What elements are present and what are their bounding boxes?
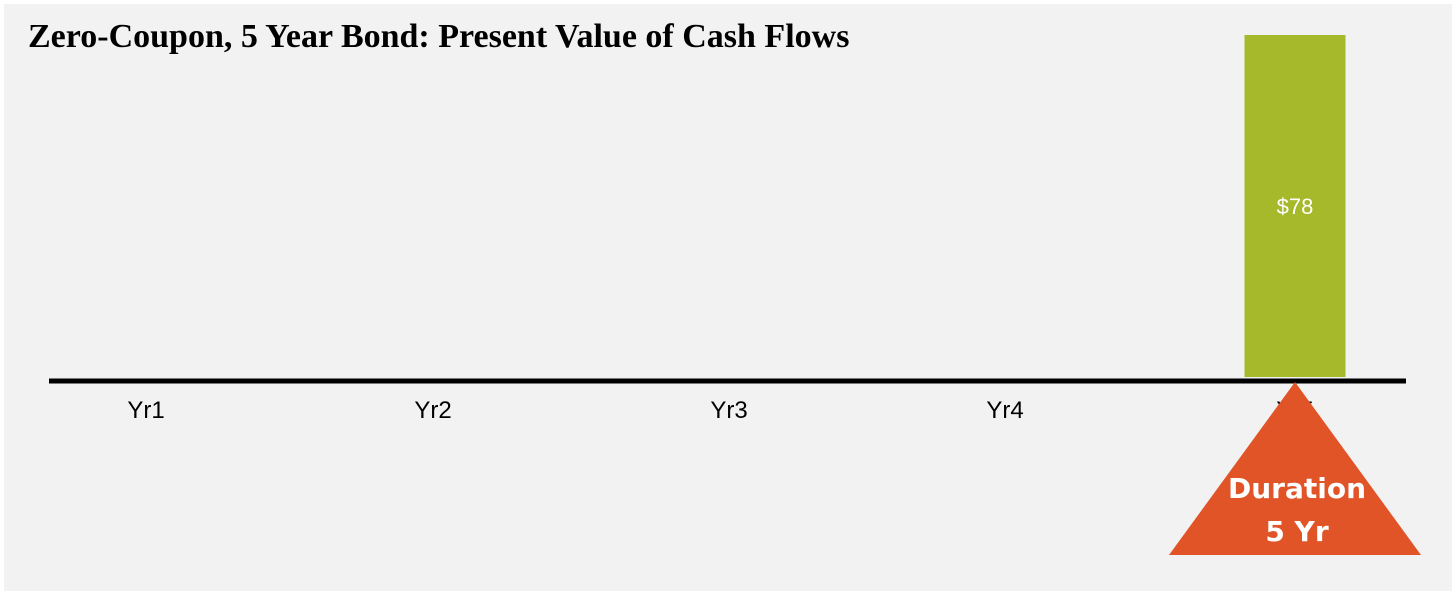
tick-label-yr1: Yr1: [127, 397, 164, 424]
tick-label-yr4: Yr4: [986, 397, 1023, 424]
tick-label-yr2: Yr2: [414, 397, 451, 424]
bars-layer: $78: [1244, 35, 1346, 377]
duration-marker: Duration 5 Yr: [1169, 382, 1421, 555]
tick-label-yr3: Yr3: [710, 397, 747, 424]
tick-labels: Yr1Yr2Yr3Yr4Yr5: [127, 397, 1313, 424]
data-label-yr5: $78: [1277, 194, 1314, 219]
duration-value: 5 Yr: [1265, 515, 1329, 548]
bar-yr5: [1244, 35, 1346, 377]
chart-frame: Zero-Coupon, 5 Year Bond: Present Value …: [4, 4, 1452, 591]
duration-triangle: [1169, 382, 1421, 555]
chart-title: Zero-Coupon, 5 Year Bond: Present Value …: [28, 18, 850, 55]
duration-label: Duration: [1228, 472, 1366, 505]
